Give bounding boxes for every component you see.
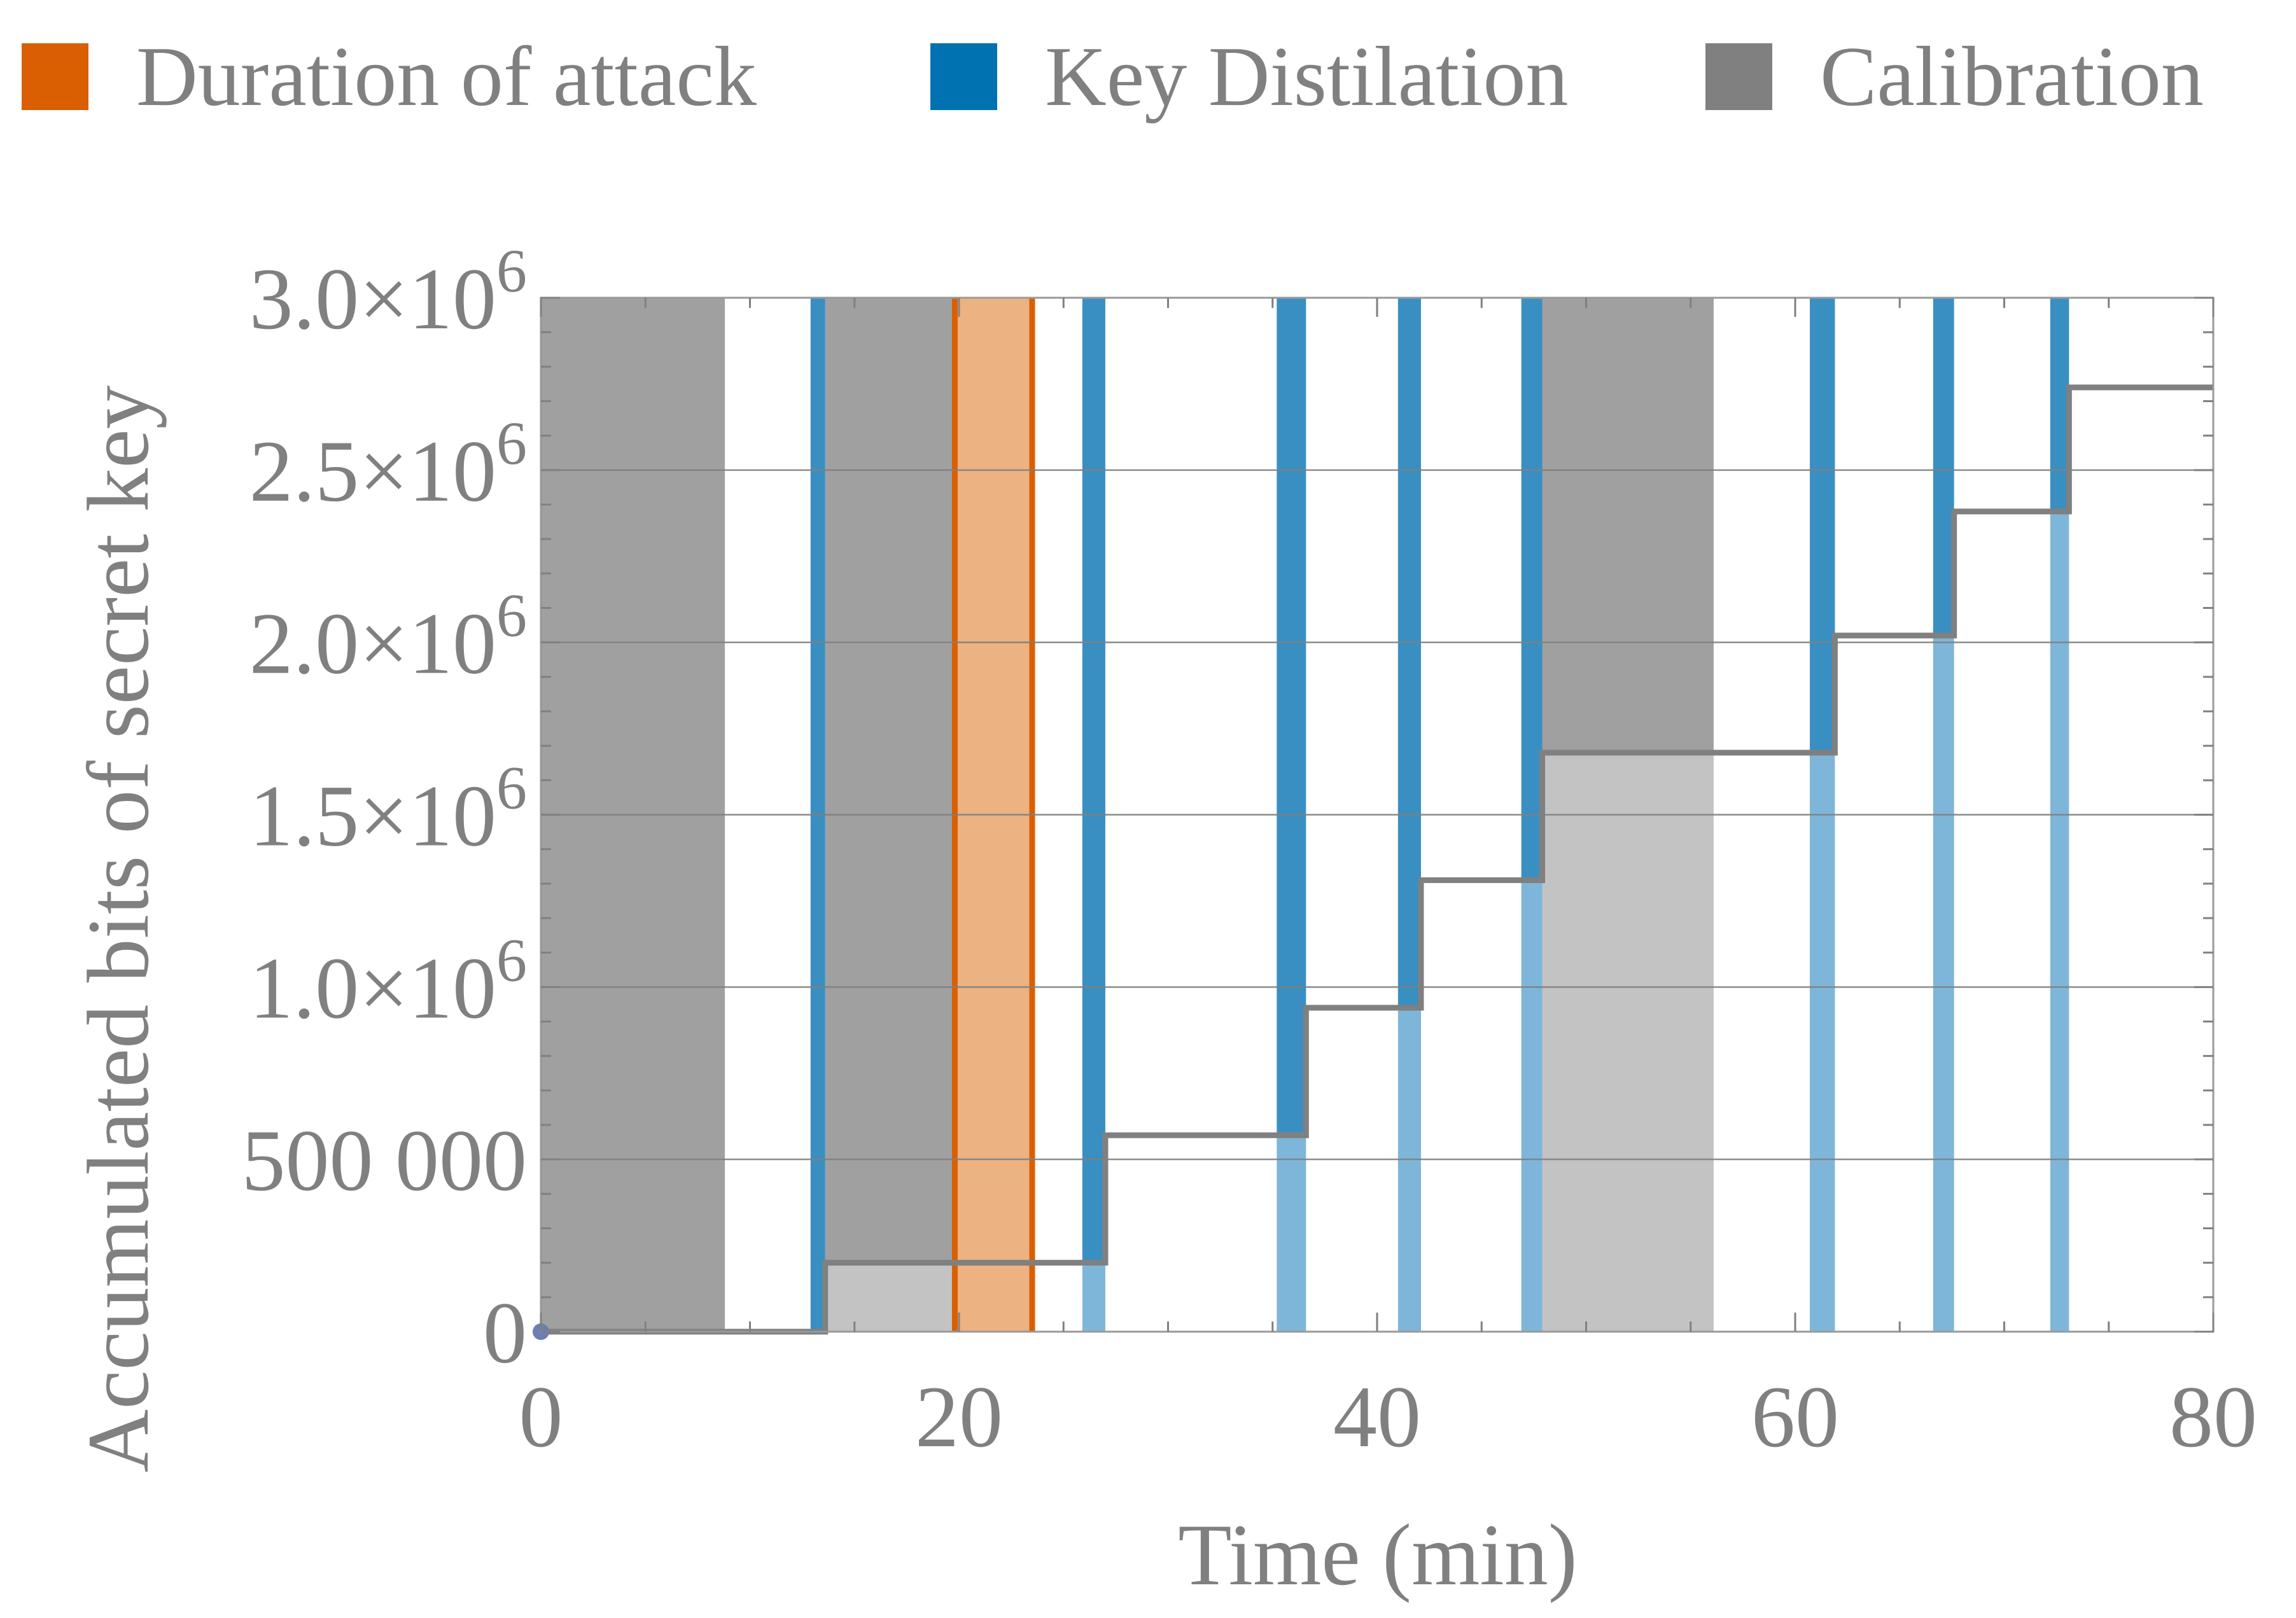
y-tick-label: 1.5×106 [249, 754, 527, 865]
chart-legend: Duration of attack Key Distilation Calib… [0, 29, 2296, 123]
y-tick-label: 2.5×106 [249, 409, 527, 520]
y-tick-label: 3.0×106 [249, 237, 527, 347]
legend-label-calibration: Calibration [1820, 29, 2204, 123]
distillation-bar-lower-5 [1521, 880, 1543, 1332]
distillation-bar-6 [1809, 298, 1835, 753]
y-tick-label: 0 [483, 1284, 527, 1381]
axis-ticks [540, 296, 2215, 1333]
distillation-bar-lower-8 [2050, 511, 2069, 1332]
calibration-band-lower-3 [1542, 753, 1714, 1332]
legend-item-attack: Duration of attack [22, 29, 757, 123]
tick-labels: 0 20 40 60 80 0 500 000 1.0×106 1.5×106 2.0×106 2.… [242, 237, 2258, 1465]
distillation-bar-5 [1521, 298, 1543, 881]
calibration-band-2 [825, 298, 955, 1263]
x-axis-title: Time (min) [1178, 1506, 1577, 1603]
y-tick-label: 1.0×106 [249, 926, 527, 1036]
distillation-bar-7 [1933, 298, 1954, 636]
y-tick-label-exponent: 6 [496, 926, 527, 994]
distillation-bar-lower-6 [1809, 753, 1835, 1332]
legend-swatch-distillation [930, 43, 997, 110]
distillation-bar-lower-3 [1277, 1135, 1306, 1332]
step-series [533, 384, 2213, 1340]
grid-lines [541, 296, 2213, 1161]
legend-swatch-attack [22, 43, 88, 110]
x-tick-label: 20 [915, 1368, 1003, 1465]
x-tick-label: 0 [519, 1368, 563, 1465]
legend-swatch-calibration [1705, 43, 1772, 110]
calibration-band-lower-2 [825, 1262, 955, 1332]
distillation-bar-3 [1277, 298, 1306, 1136]
distillation-bar-8 [2050, 298, 2069, 512]
distillation-bar-lower-2 [1082, 1262, 1105, 1332]
calibration-band-3 [1542, 298, 1714, 753]
legend-label-distillation: Key Distilation [1045, 29, 1569, 123]
x-tick-label: 80 [2169, 1368, 2257, 1465]
distillation-bar-2 [1082, 298, 1105, 1263]
distillation-bar-lower-7 [1933, 635, 1954, 1332]
step-line [541, 384, 2213, 1335]
distillation-bar-4 [1397, 298, 1421, 1008]
y-tick-label-exponent: 6 [496, 409, 527, 477]
x-tick-label: 40 [1333, 1368, 1421, 1465]
distillation-bar-lower-4 [1397, 1007, 1421, 1332]
legend-item-calibration: Calibration [1705, 29, 2204, 123]
y-tick-label-exponent: 6 [496, 582, 527, 650]
legend-label-attack: Duration of attack [136, 29, 757, 123]
legend-item-distillation: Key Distilation [930, 29, 1569, 123]
y-tick-label: 2.0×106 [249, 582, 527, 692]
y-tick-label-exponent: 6 [496, 754, 527, 822]
x-tick-label: 60 [1751, 1368, 1839, 1465]
y-axis-title: Accumulated bits of secret key [69, 385, 167, 1472]
y-tick-label-exponent: 6 [496, 237, 527, 305]
y-tick-label: 500 000 [242, 1112, 528, 1209]
